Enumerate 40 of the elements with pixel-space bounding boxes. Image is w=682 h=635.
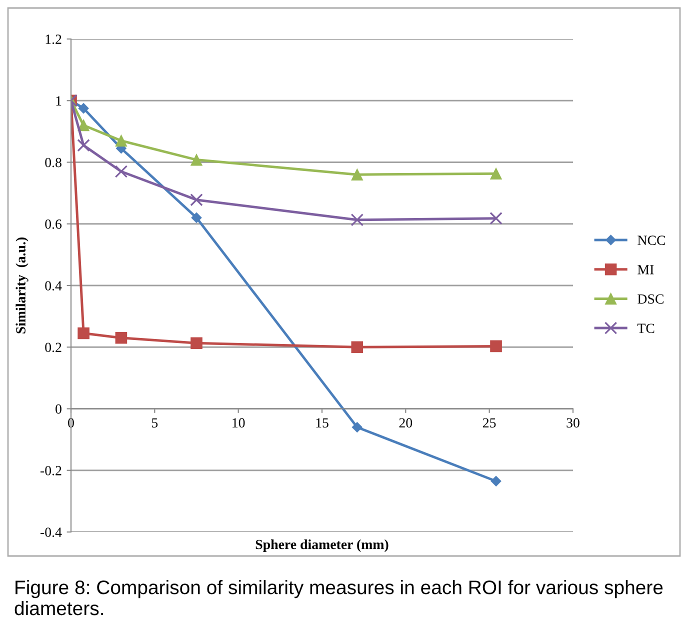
y-tick-label: 0.6: [45, 219, 62, 229]
point: [190, 337, 202, 350]
x-tick-label: 30: [566, 418, 580, 428]
point: [115, 332, 128, 344]
caption: Figure 8: Comparison of similarity measures in each ROI for various sphere diameters.: [14, 580, 663, 616]
y-tick-label: 1.2: [46, 34, 62, 44]
y-tick-label: 0.4: [45, 281, 62, 291]
point: [351, 341, 364, 354]
y-axis-title: Similarity (a.u.): [16, 238, 28, 334]
x-tick-label: 5: [152, 418, 158, 428]
point: [490, 168, 502, 180]
x-axis-title: Sphere diameter (mm): [256, 539, 388, 552]
point: [490, 340, 502, 352]
x-tick-label: 10: [232, 418, 245, 428]
point: [351, 168, 364, 180]
point: [490, 212, 502, 225]
point: [78, 103, 89, 114]
point: [78, 327, 90, 340]
legend-label: TC: [637, 324, 654, 334]
x-tick-label: 15: [316, 418, 328, 428]
x-tick-label: 25: [483, 418, 496, 428]
y-tick-label: 0: [56, 404, 62, 414]
point: [77, 138, 90, 152]
point: [350, 213, 364, 226]
y-tick-label: -0.4: [40, 528, 62, 538]
legend-label: NCC: [638, 236, 665, 245]
point: [490, 476, 502, 486]
y-tick-label: 0.8: [45, 158, 62, 168]
point: [191, 212, 202, 223]
y-tick-label: 1: [56, 96, 62, 106]
legend-label: DSC: [638, 294, 664, 304]
point: [190, 154, 202, 166]
y-tick-label: 0.2: [45, 342, 62, 352]
legend-label: MI: [638, 265, 654, 274]
point: [114, 165, 128, 178]
point: [190, 193, 203, 206]
point: [352, 422, 362, 432]
x-tick-label: 20: [399, 418, 412, 428]
y-tick-label: -0.2: [40, 466, 62, 476]
point: [115, 134, 128, 147]
